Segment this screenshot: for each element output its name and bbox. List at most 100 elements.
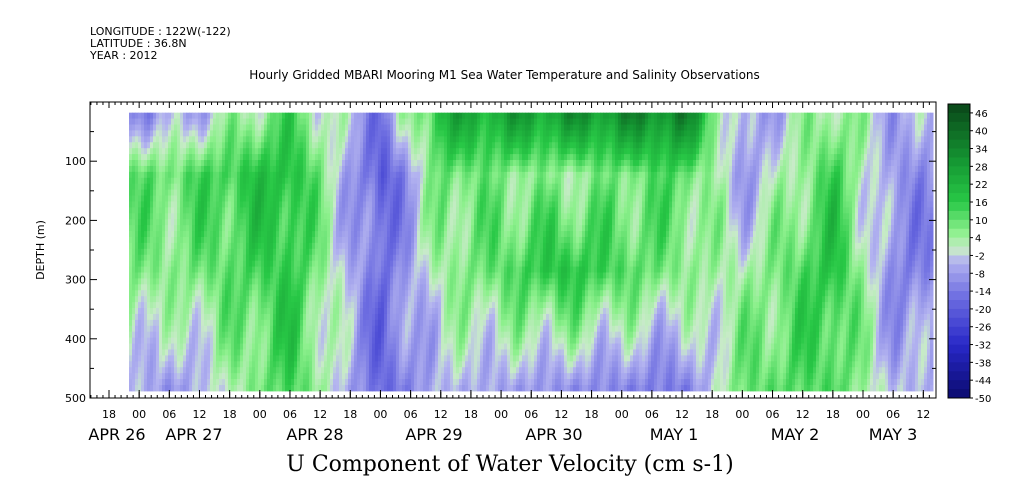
heatmap-cell [390,272,394,279]
heatmap-cell [207,160,211,167]
heatmap-cell [363,213,367,220]
heatmap-cell [351,236,355,244]
heatmap-cell [369,242,373,250]
heatmap-cell [168,343,172,350]
heatmap-cell [303,207,307,214]
heatmap-cell [300,384,304,392]
heatmap-cell [288,165,292,173]
heatmap-cell [327,313,331,321]
heatmap-cell [219,325,223,333]
heatmap-cell [258,373,262,380]
heatmap-cell [225,207,229,214]
heatmap-cell [177,165,181,173]
heatmap-cell [339,361,343,368]
heatmap-cell [303,236,307,244]
heatmap-cell [138,361,142,368]
heatmap-cell [138,290,142,297]
heatmap-cell [435,302,439,309]
heatmap-cell [381,260,385,268]
heatmap-cell [207,248,211,256]
heatmap-cell [252,272,256,279]
heatmap-cell [195,171,199,179]
heatmap-cell [258,213,262,220]
heatmap-cell [417,142,421,149]
heatmap-cell [138,219,142,226]
heatmap-cell [267,136,271,143]
heatmap-cell [357,219,361,226]
heatmap-cell [213,361,217,368]
heatmap-cell [291,272,295,279]
heatmap-cell [288,236,292,244]
heatmap-cell [231,302,235,309]
heatmap-cell [222,290,226,297]
heatmap-cell [258,154,262,161]
heatmap-cell [387,219,391,226]
heatmap-cell [318,177,322,185]
heatmap-cell [342,242,346,250]
heatmap-cell [162,112,166,120]
heatmap-cell [276,373,280,380]
heatmap-cell [411,254,415,262]
heatmap-cell [402,213,406,220]
heatmap-cell [273,136,277,143]
heatmap-cell [327,302,331,309]
heatmap-cell [276,337,280,345]
heatmap-cell [375,379,379,386]
heatmap-cell [168,337,172,345]
heatmap-cell [408,296,412,303]
heatmap-cell [300,254,304,262]
heatmap-cell [393,337,397,345]
heatmap-cell [282,142,286,149]
heatmap-cell [399,367,403,374]
heatmap-cell [198,349,202,356]
heatmap-cell [321,195,325,202]
heatmap-cell [333,124,337,131]
heatmap-cell [345,124,349,131]
heatmap-cell [372,266,376,273]
heatmap-cell [348,136,352,143]
heatmap-cell [156,171,160,179]
heatmap-cell [219,331,223,339]
heatmap-cell [318,260,322,268]
heatmap-cell [363,331,367,339]
heatmap-cell [261,124,265,131]
heatmap-cell [288,384,292,392]
heatmap-cell [231,189,235,197]
heatmap-cell [372,124,376,131]
heatmap-cell [324,236,328,244]
heatmap-cell [345,219,349,226]
heatmap-cell [405,201,409,208]
heatmap-cell [411,124,415,131]
heatmap-cell [414,207,418,214]
heatmap-cell [213,242,217,250]
heatmap-cell [330,124,334,131]
heatmap-cell [246,302,250,309]
heatmap-cell [387,379,391,386]
heatmap-cell [435,219,439,226]
heatmap-cell [237,308,241,315]
heatmap-cell [432,260,436,268]
heatmap-cell [315,130,319,137]
heatmap-cell [294,165,298,173]
heatmap-cell [201,272,205,279]
heatmap-cell [342,165,346,173]
heatmap-cell [297,355,301,362]
heatmap-cell [225,136,229,143]
heatmap-cell [189,349,193,356]
heatmap-cell [378,313,382,321]
heatmap-cell [309,296,313,303]
heatmap-cell [216,236,220,244]
heatmap-cell [297,284,301,291]
heatmap-cell [402,165,406,173]
heatmap-cell [183,284,187,291]
heatmap-cell [414,349,418,356]
heatmap-cell [261,355,265,362]
heatmap-cell [195,142,199,149]
heatmap-cell [321,254,325,262]
heatmap-cell [372,189,376,197]
heatmap-cell [324,349,328,356]
heatmap-cell [294,367,298,374]
heatmap-cell [372,177,376,185]
heatmap-cell [165,272,169,279]
heatmap-cell [432,384,436,392]
